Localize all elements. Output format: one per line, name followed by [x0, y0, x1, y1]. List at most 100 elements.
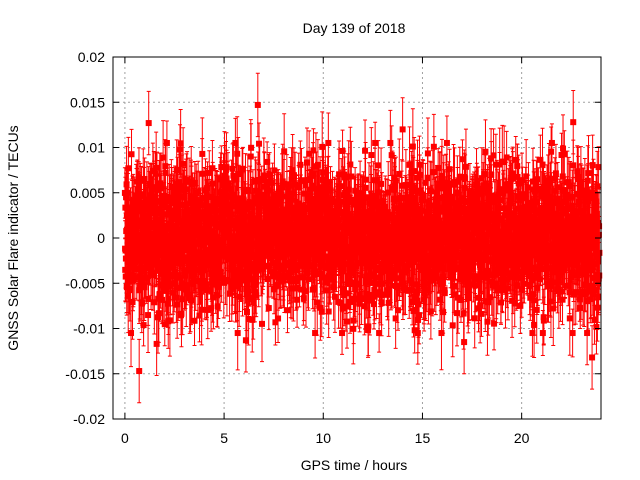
data-point: [125, 292, 132, 299]
data-point: [150, 234, 157, 241]
data-point: [449, 322, 456, 329]
data-point: [164, 198, 171, 205]
data-point: [180, 160, 187, 167]
data-point: [203, 286, 210, 293]
data-point: [200, 267, 207, 274]
data-point: [186, 206, 193, 213]
data-point: [139, 299, 146, 306]
data-point: [173, 167, 180, 174]
data-point: [183, 282, 190, 289]
data-point: [197, 215, 204, 222]
data-point: [248, 144, 255, 151]
data-point: [204, 193, 211, 200]
data-point: [347, 161, 354, 168]
data-point: [297, 161, 304, 168]
data-point: [387, 139, 394, 146]
data-point: [202, 256, 209, 263]
data-point: [214, 292, 221, 299]
data-point: [284, 307, 291, 314]
data-point: [229, 165, 236, 172]
data-point: [454, 310, 461, 317]
data-point: [173, 294, 180, 301]
data-point: [128, 151, 135, 158]
data-point: [156, 291, 163, 298]
data-point: [161, 192, 168, 199]
data-point: [206, 169, 213, 176]
data-point: [210, 294, 217, 301]
data-point: [163, 225, 170, 232]
data-point: [165, 295, 172, 302]
data-point: [155, 295, 162, 302]
data-point: [161, 321, 168, 328]
data-point: [160, 154, 167, 161]
data-point: [409, 143, 416, 150]
data-point: [148, 264, 155, 271]
data-point: [129, 231, 136, 238]
data-point: [178, 256, 185, 263]
data-point: [162, 169, 169, 176]
data-point: [482, 148, 489, 155]
data-point: [153, 253, 160, 260]
data-point: [158, 197, 165, 204]
data-point: [331, 293, 338, 300]
data-point: [153, 164, 160, 171]
data-point: [199, 202, 206, 209]
data-point: [163, 204, 170, 211]
data-point: [138, 191, 145, 198]
data-point: [171, 279, 178, 286]
data-point: [152, 170, 159, 177]
data-point: [176, 179, 183, 186]
data-point: [199, 150, 206, 157]
data-point: [139, 280, 146, 287]
data-point: [177, 140, 184, 147]
data-point: [160, 229, 167, 236]
data-point: [259, 320, 266, 327]
data-point: [416, 171, 423, 178]
data-point: [151, 299, 158, 306]
data-point: [177, 183, 184, 190]
data-point: [128, 330, 135, 337]
data-point: [154, 223, 161, 230]
data-point: [179, 296, 186, 303]
data-point: [133, 266, 140, 273]
data-point: [415, 301, 422, 308]
data-point: [191, 179, 198, 186]
data-point: [191, 317, 198, 324]
data-point: [150, 272, 157, 279]
data-point: [416, 312, 423, 319]
data-point: [443, 139, 450, 146]
data-point: [201, 279, 208, 286]
data-point: [478, 310, 485, 317]
data-point: [187, 243, 194, 250]
data-point: [362, 176, 369, 183]
data-point: [215, 283, 222, 290]
data-point: [365, 323, 372, 330]
data-point: [325, 139, 332, 146]
data-point: [194, 217, 201, 224]
data-point: [378, 180, 385, 187]
data-point: [123, 181, 130, 188]
data-point: [517, 302, 524, 309]
data-point: [141, 175, 148, 182]
data-point: [394, 307, 401, 314]
data-point: [375, 162, 382, 169]
data-point: [182, 286, 189, 293]
data-point: [344, 318, 351, 325]
data-point: [234, 330, 241, 337]
data-point: [441, 290, 448, 297]
data-point: [126, 285, 133, 292]
data-point: [484, 318, 491, 325]
data-point: [174, 301, 181, 308]
data-point: [319, 143, 326, 150]
data-point: [208, 305, 215, 312]
data-point: [314, 299, 321, 306]
data-point: [163, 287, 170, 294]
data-point: [462, 163, 469, 170]
data-point: [234, 150, 241, 157]
data-series-solar-flare-indicator: [121, 72, 603, 404]
data-point: [163, 139, 170, 146]
data-point: [196, 312, 203, 319]
data-point: [477, 302, 484, 309]
data-point: [125, 165, 132, 172]
